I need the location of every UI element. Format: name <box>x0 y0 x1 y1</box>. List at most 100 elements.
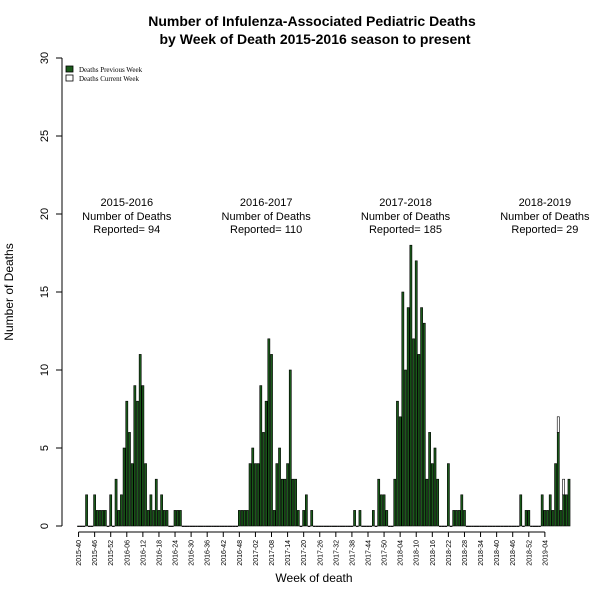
bar-previous-week <box>420 307 423 527</box>
bar-previous-week <box>318 525 322 527</box>
bar-previous-week <box>371 510 375 527</box>
bar-previous-week <box>361 525 364 527</box>
bar-previous-week <box>95 510 99 527</box>
x-tick-label: 2018-52 <box>526 540 533 566</box>
bar-previous-week <box>138 354 142 527</box>
bar-previous-week <box>157 510 161 527</box>
bar-previous-week <box>329 525 332 527</box>
annotation-season: 2018-2019 <box>519 197 572 209</box>
bar-previous-week <box>200 525 204 527</box>
bar-previous-week <box>294 478 297 527</box>
y-tick-label: 0 <box>39 523 51 529</box>
bar-previous-week <box>495 525 498 527</box>
annotation-line3: Reported= 29 <box>511 224 578 236</box>
bar-previous-week <box>219 525 222 527</box>
bar-previous-week <box>438 525 442 527</box>
bar-previous-week <box>136 400 139 527</box>
bar-previous-week <box>216 525 220 527</box>
bar-previous-week <box>304 494 308 527</box>
bar-previous-week <box>122 447 126 527</box>
bar-previous-week <box>109 494 113 527</box>
bar-previous-week <box>436 478 440 527</box>
x-tick-label: 2018-40 <box>494 540 501 566</box>
legend: Deaths Previous Week Deaths Current Week <box>65 65 143 83</box>
bar-previous-week <box>505 525 509 527</box>
y-axis: 0 5 10 15 20 25 30 <box>39 52 63 529</box>
bar-previous-week <box>374 525 378 527</box>
bar-previous-week <box>457 510 461 527</box>
bar-previous-week <box>165 510 169 527</box>
bar-previous-week <box>532 525 536 527</box>
bar-previous-week <box>235 525 239 527</box>
x-tick-label: 2017-50 <box>382 540 389 566</box>
bar-previous-week <box>296 510 300 527</box>
bar-previous-week <box>171 525 174 527</box>
bar-previous-week <box>270 354 273 527</box>
bar-previous-week <box>401 291 405 527</box>
bar-previous-week <box>409 244 413 527</box>
x-axis-label: Week of death <box>275 571 352 585</box>
bar-previous-week <box>404 369 407 527</box>
bar-previous-week <box>313 525 316 527</box>
bar-previous-week <box>546 510 549 527</box>
bar-previous-week <box>154 478 158 527</box>
bar-previous-week <box>481 525 485 527</box>
bar-previous-week <box>548 494 552 527</box>
bar-previous-week <box>339 525 343 527</box>
bar-previous-week <box>307 525 311 527</box>
bar-previous-week <box>264 400 268 527</box>
bar-current-week <box>562 478 565 496</box>
bar-previous-week <box>441 525 445 527</box>
bar-previous-week <box>104 510 107 527</box>
x-tick-label: 2016-24 <box>173 540 180 566</box>
bar-previous-week <box>248 463 252 527</box>
bar-previous-week <box>396 400 399 527</box>
bar-previous-week <box>385 510 389 527</box>
bar-previous-week <box>463 510 466 527</box>
bar-previous-week <box>551 510 555 527</box>
bar-previous-week <box>93 494 96 527</box>
bar-previous-week <box>390 525 394 527</box>
bar-previous-week <box>120 494 123 527</box>
bar-previous-week <box>452 510 456 527</box>
bar-previous-week <box>162 510 166 527</box>
bar-previous-week <box>208 525 212 527</box>
bar-previous-week <box>291 478 295 527</box>
bar-previous-week <box>278 447 281 527</box>
x-tick-label: 2017-38 <box>349 540 356 566</box>
bar-previous-week <box>535 525 539 527</box>
x-tick-label: 2017-44 <box>365 540 372 566</box>
bar-previous-week <box>179 510 182 527</box>
bar-previous-week <box>471 525 474 527</box>
bar-previous-week <box>189 525 193 527</box>
bar-previous-week <box>508 525 512 527</box>
chart-title-line1: Number of Infulenza-Associated Pediatric… <box>148 13 476 29</box>
x-tick-label: 2017-08 <box>269 540 276 566</box>
bar-previous-week <box>369 525 373 527</box>
x-tick-label: 2017-20 <box>301 540 308 566</box>
bar-previous-week <box>331 525 335 527</box>
legend-swatch-current <box>65 74 74 82</box>
bar-previous-week <box>315 525 319 527</box>
bar-previous-week <box>246 510 249 527</box>
bar-previous-week <box>224 525 228 527</box>
x-tick-label: 2017-26 <box>317 540 324 566</box>
bar-previous-week <box>283 478 287 527</box>
annotation-line3: Reported= 94 <box>93 224 160 236</box>
bar-previous-week <box>564 494 568 527</box>
bar-previous-week <box>238 510 241 527</box>
bar-previous-week <box>487 525 490 527</box>
bar-previous-week <box>125 400 129 527</box>
bar-previous-week <box>321 525 324 527</box>
x-tick-label: 2016-42 <box>221 540 228 566</box>
annotation-season: 2017-2018 <box>379 197 432 209</box>
x-tick-label: 2017-14 <box>285 540 292 566</box>
bar-previous-week <box>133 385 137 527</box>
x-tick-label: 2016-30 <box>189 540 196 566</box>
bar-previous-week <box>342 525 346 527</box>
bar-previous-week <box>232 525 236 527</box>
bar-previous-week <box>272 510 276 527</box>
y-tick-label: 25 <box>39 130 51 142</box>
bar-previous-week <box>82 525 86 527</box>
x-tick-label: 2019-04 <box>542 540 549 566</box>
